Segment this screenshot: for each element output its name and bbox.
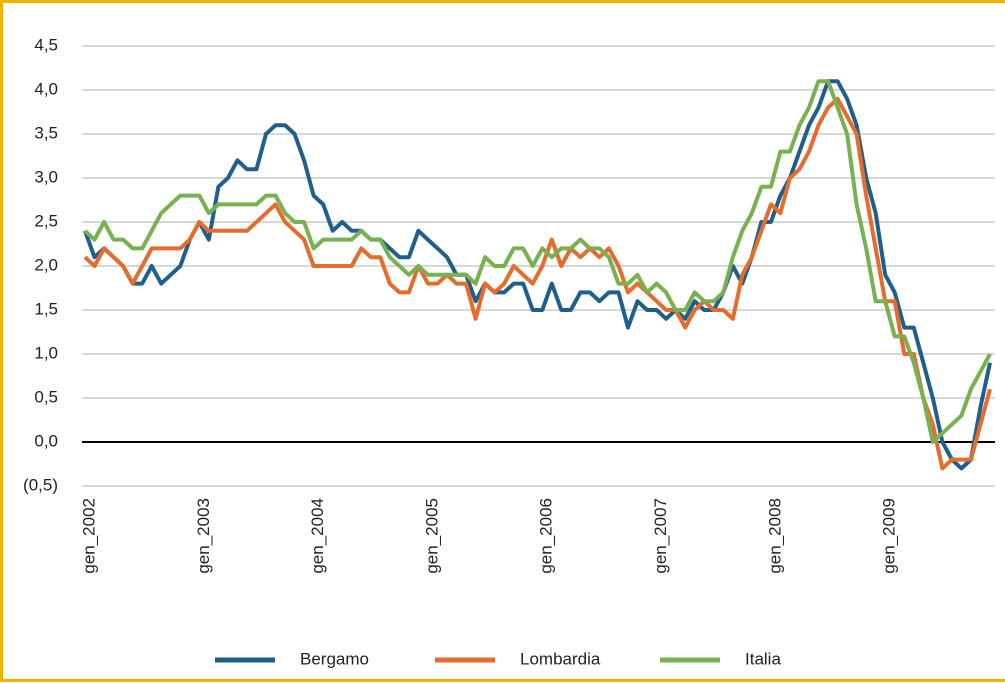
y-tick-label: 3,0 (34, 167, 58, 186)
y-tick-label: 0,0 (34, 431, 58, 450)
legend-label: Italia (745, 649, 781, 668)
series-line (83, 79, 992, 471)
y-tick-label: 4,5 (34, 35, 58, 54)
legend-label: Bergamo (300, 649, 369, 668)
y-tick-label: 1,0 (34, 343, 58, 362)
y-tick-label: 2,5 (34, 211, 58, 230)
x-tick-label: gen_2002 (79, 498, 98, 574)
legend-label: Lombardia (520, 649, 601, 668)
y-tick-label: 4,0 (34, 79, 58, 98)
y-tick-label: 2,0 (34, 255, 58, 274)
y-tick-label: (0,5) (23, 475, 58, 494)
y-tick-label: 0,5 (34, 387, 58, 406)
x-tick-label: gen_2008 (765, 498, 784, 574)
x-tick-label: gen_2003 (194, 498, 213, 574)
x-tick-label: gen_2006 (537, 498, 556, 574)
series-line (83, 79, 992, 444)
x-tick-label: gen_2005 (422, 498, 441, 574)
series-line (83, 96, 992, 471)
x-tick-label: gen_2004 (308, 498, 327, 574)
y-tick-label: 1,5 (34, 299, 58, 318)
y-tick-label: 3,5 (34, 123, 58, 142)
x-tick-label: gen_2009 (880, 498, 899, 574)
x-tick-label: gen_2007 (651, 498, 670, 574)
